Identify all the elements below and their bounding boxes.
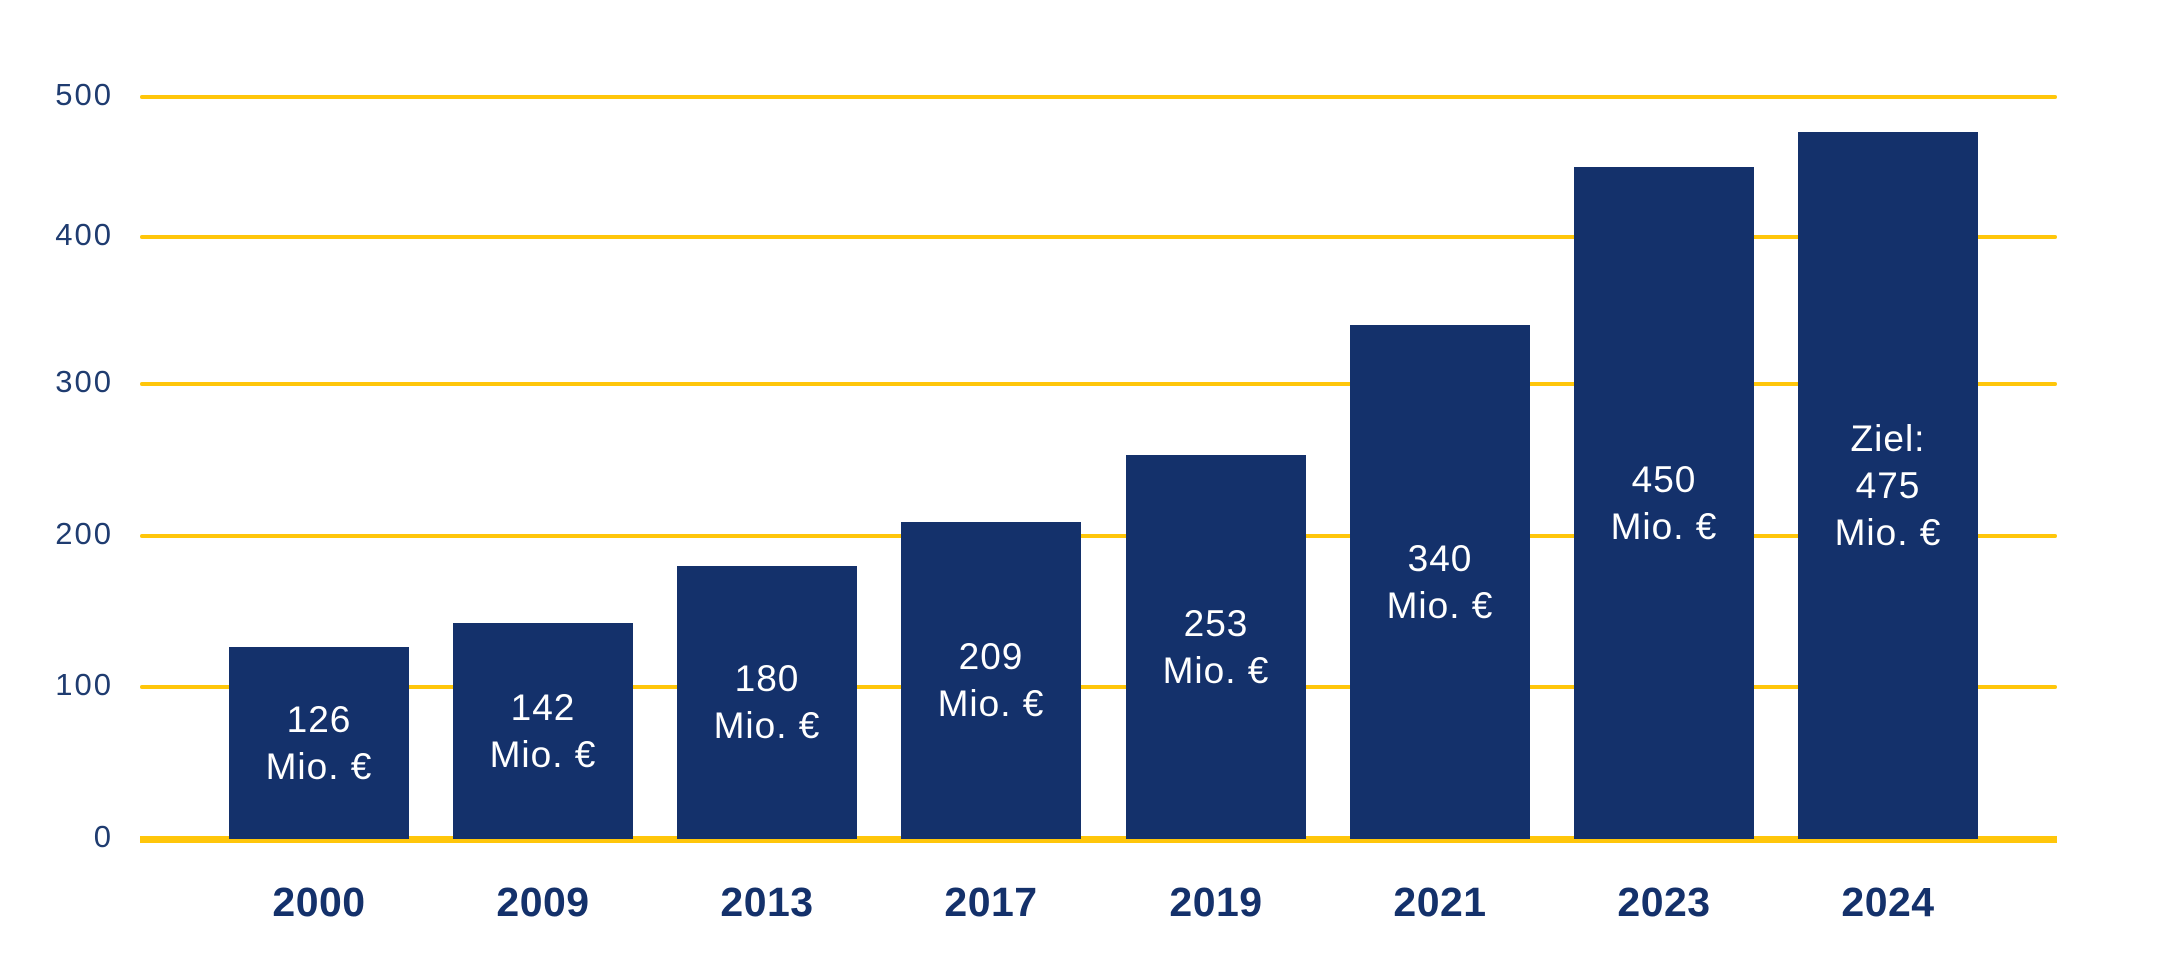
x-axis-label-2017: 2017 (944, 879, 1038, 925)
y-axis-tick-label-0: 0 (93, 819, 113, 854)
gridline-300 (140, 382, 2057, 386)
gridline-400 (140, 234, 2057, 239)
bar-value-label-line: 340 (1407, 538, 1473, 579)
bar-2013: 180 Mio. € (677, 565, 857, 839)
gridline-100 (140, 684, 2057, 689)
bar-value-label-line: Ziel: (1850, 417, 1926, 459)
x-axis-label-2021: 2021 (1393, 879, 1487, 925)
x-axis-baseline (140, 835, 2057, 843)
x-axis-label-2000: 2000 (272, 879, 366, 925)
bar-2000: 126 Mio. € (229, 647, 409, 839)
bar-value-label-line: 475 (1855, 464, 1921, 506)
x-axis-label-2024: 2024 (1841, 879, 1935, 925)
gridline-500 (140, 95, 2057, 99)
bar-2021: 340 Mio. € (1350, 325, 1530, 839)
x-axis-label-2009: 2009 (496, 879, 590, 925)
gridline-200 (140, 533, 2057, 538)
bar-value-label-line: Mio. € (713, 705, 821, 747)
y-axis-tick-label-200: 200 (55, 515, 113, 551)
bar-value-label-line: 209 (958, 636, 1024, 678)
x-axis-label-2023: 2023 (1617, 879, 1711, 925)
bar-value-label-line: 142 (510, 687, 576, 729)
bar-2019: 253 Mio. € (1126, 455, 1306, 839)
bar-value-label-line: Mio. € (1386, 585, 1494, 626)
bar-2024: Ziel: 475 Mio. € (1798, 131, 1978, 839)
y-axis-tick-label-100: 100 (55, 666, 113, 702)
y-axis-tick-label-300: 300 (55, 364, 113, 399)
bar-value-label-line: Mio. € (1162, 650, 1270, 692)
bar-2009: 142 Mio. € (453, 623, 633, 839)
x-axis-label-2013: 2013 (720, 879, 814, 925)
bar-value-label-line: Mio. € (1610, 505, 1718, 547)
x-axis-label-2019: 2019 (1169, 879, 1263, 925)
bar-value-label-line: Mio. € (489, 734, 597, 776)
bar-2023: 450 Mio. € (1574, 166, 1754, 839)
bar-value-label-line: 253 (1183, 603, 1249, 645)
bar-value-label-line: 180 (734, 658, 800, 700)
bar-value-label-line: 450 (1631, 458, 1697, 500)
bar-value-label-line: 126 (286, 699, 352, 741)
bar-value-label-line: Mio. € (265, 746, 373, 788)
y-axis-tick-label-500: 500 (55, 77, 113, 112)
bar-value-label-line: Mio. € (1834, 511, 1942, 553)
y-axis-tick-label-400: 400 (55, 216, 113, 252)
bar-2017: 209 Mio. € (901, 521, 1081, 839)
bar-value-label-line: Mio. € (937, 683, 1045, 725)
